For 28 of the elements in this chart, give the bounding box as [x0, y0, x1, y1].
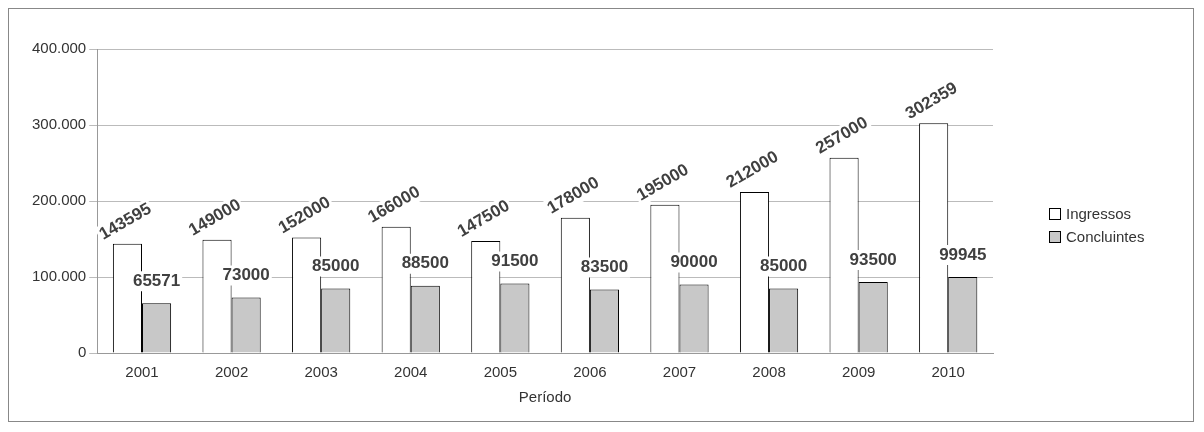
x-tick-label: 2006: [573, 363, 607, 381]
y-tick-label: 300.000: [31, 115, 87, 133]
y-tick-label: 400.000: [31, 39, 87, 57]
data-label: 91500: [491, 251, 539, 271]
x-tick-label: 2008: [752, 363, 786, 381]
data-label: 83500: [580, 257, 629, 277]
x-tick-label: 2001: [125, 363, 159, 381]
x-tick-label: 2005: [483, 363, 518, 381]
data-label: 85000: [312, 256, 360, 276]
data-label: 99945: [939, 244, 987, 264]
data-label: 93500: [849, 249, 897, 269]
y-tick-label: 100.000: [31, 267, 87, 285]
y-tick-label: 0: [77, 343, 87, 361]
text: Ingressos: [1066, 205, 1132, 222]
y-tick-label: 200.000: [31, 191, 87, 209]
x-tick-label: 2003: [304, 363, 338, 381]
x-tick-label: 2009: [841, 363, 876, 381]
x-tick-label: 2010: [931, 363, 965, 381]
data-label: 85000: [759, 256, 808, 276]
x-tick-label: 2004: [394, 363, 428, 381]
x-axis-title: Período: [518, 388, 572, 406]
legend-label: Concluintes: [1066, 228, 1145, 245]
x-tick-label: 2002: [214, 363, 249, 381]
data-label: 88500: [401, 253, 449, 273]
data-label: 73000: [222, 265, 270, 285]
data-label: 65571: [132, 270, 181, 290]
x-tick-label: 2007: [662, 363, 697, 381]
data-label: 90000: [670, 252, 718, 272]
